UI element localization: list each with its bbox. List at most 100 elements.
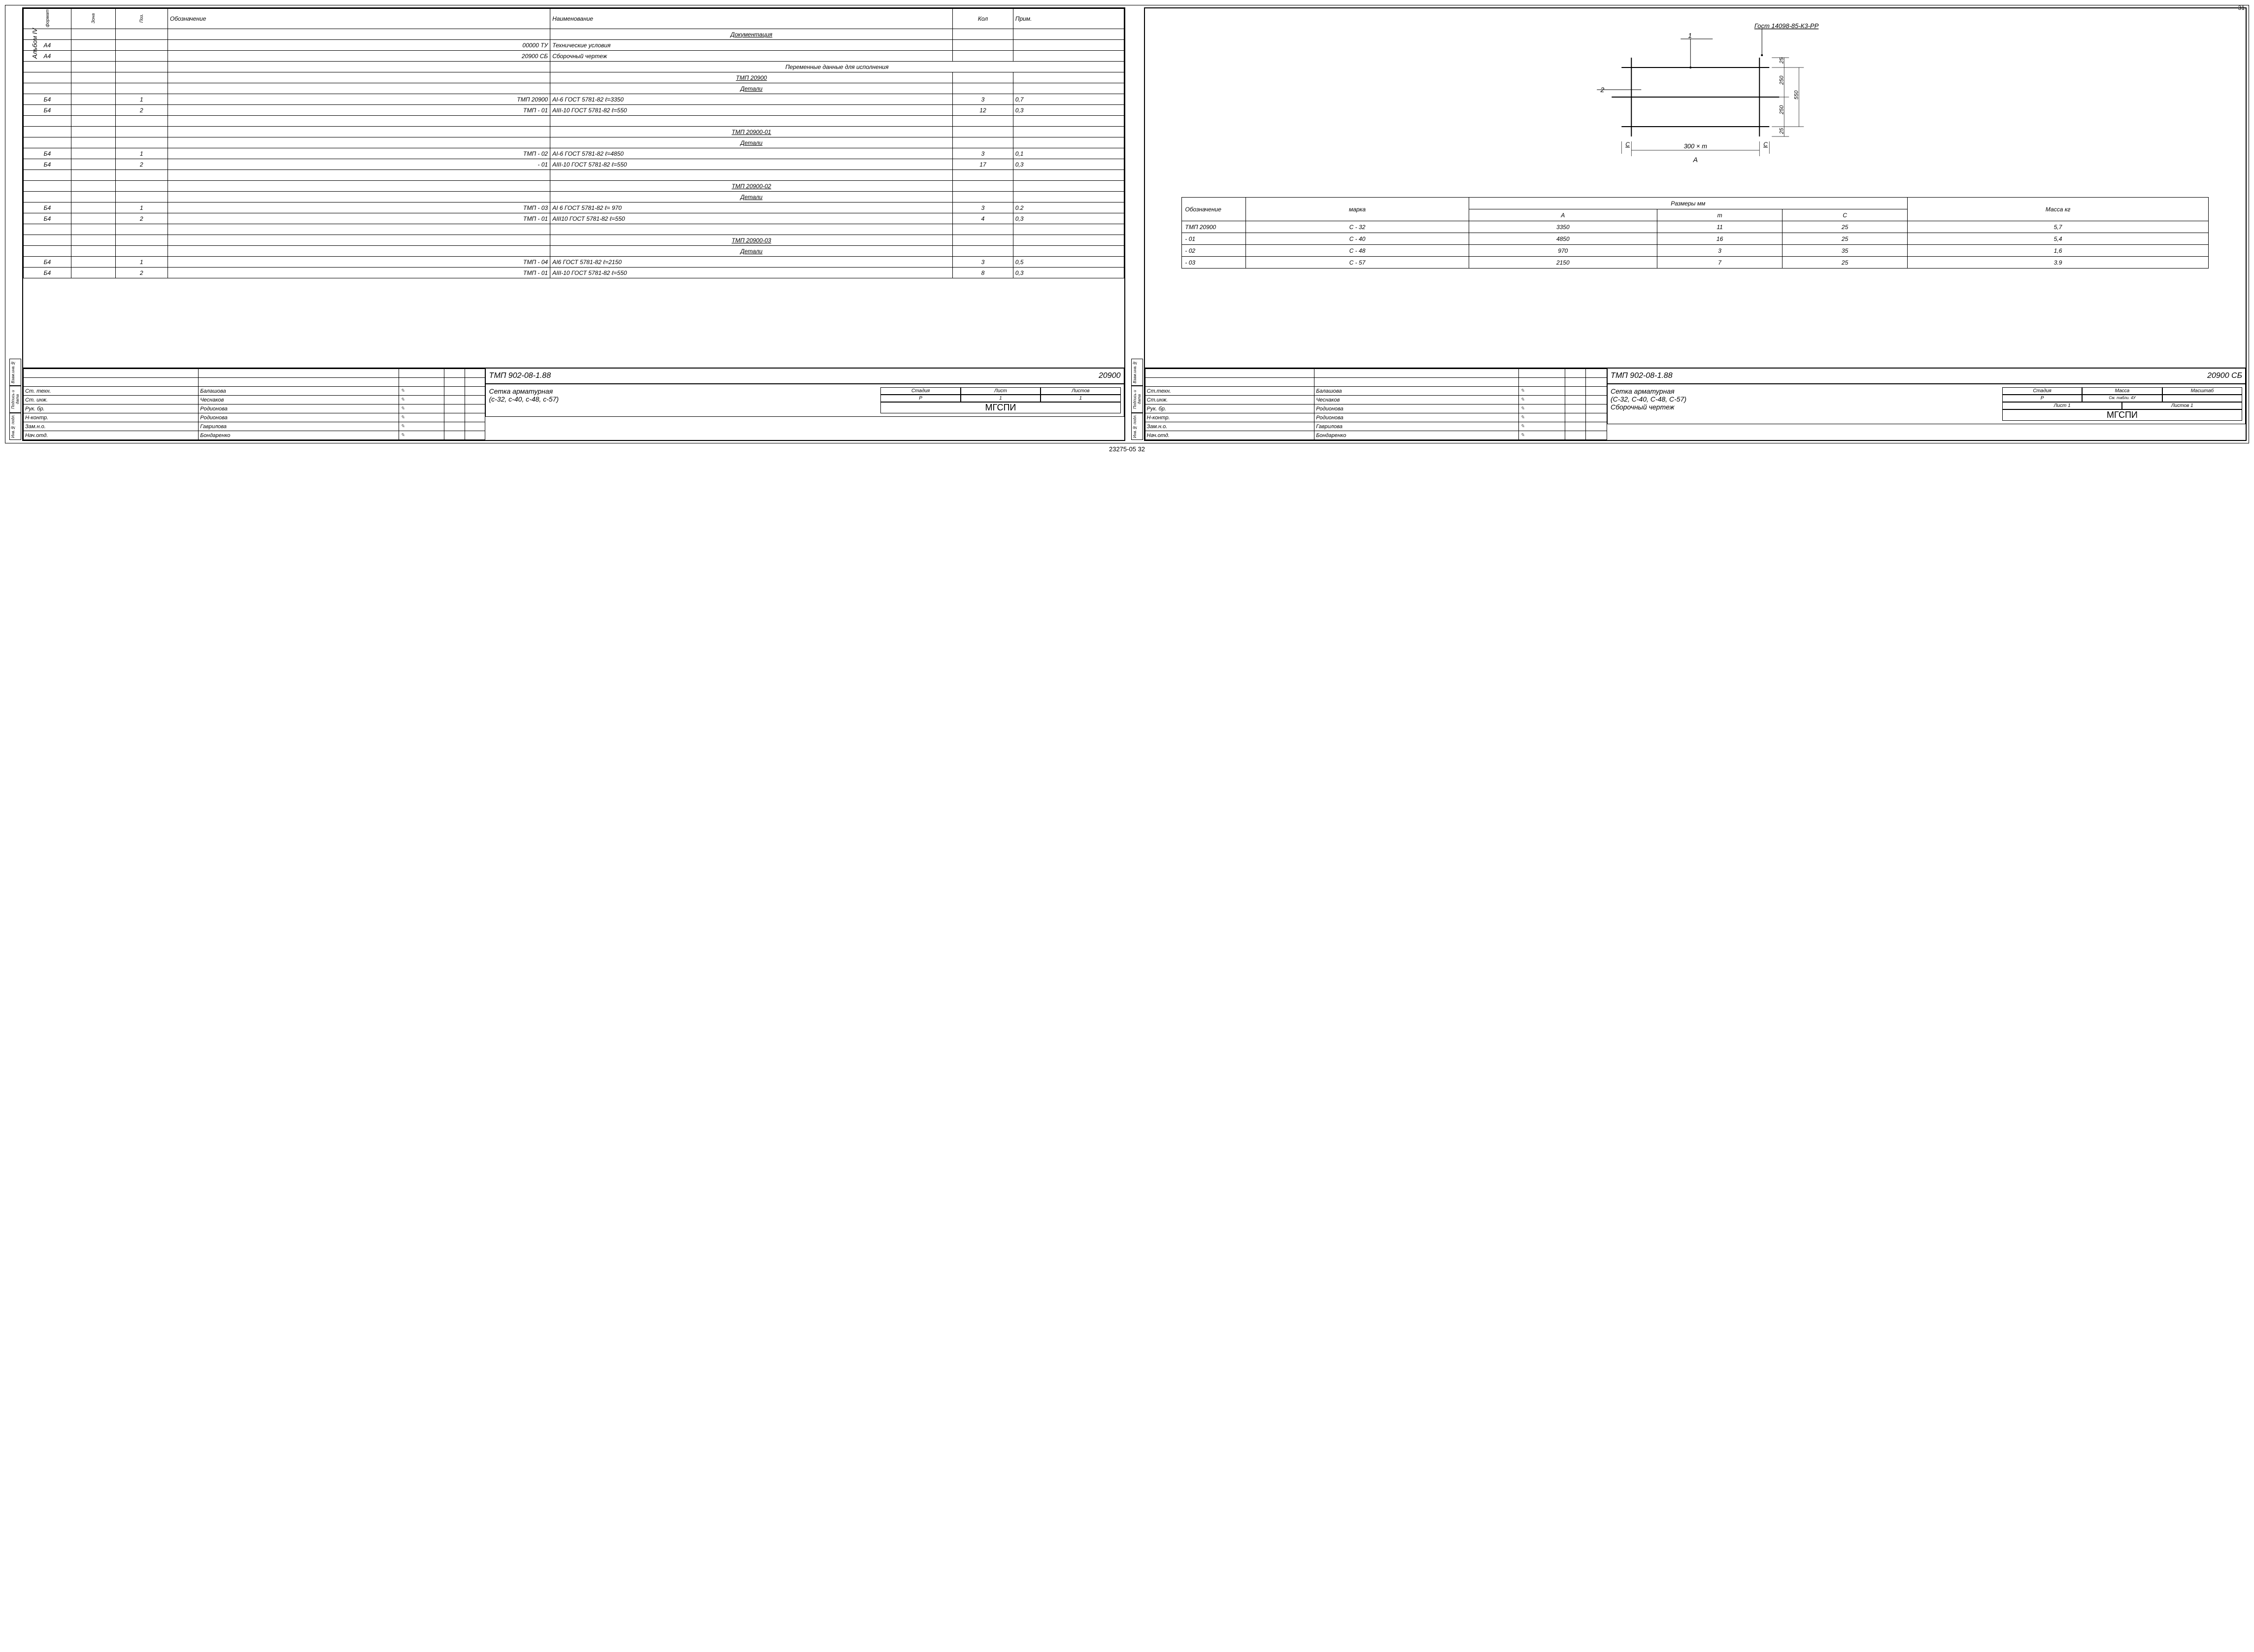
side-label-2: Подпись и дата — [9, 386, 21, 413]
signature-row: Зам.н.о.Гаврилова✎ — [1145, 422, 1607, 431]
dt-hdr-c: С — [1783, 209, 1908, 221]
signature-row: Н-контр.Родионова✎ — [24, 413, 485, 422]
org-r: МГСПИ — [2002, 409, 2242, 421]
doc-title-2r: (С-32, С-40, С-48, С-57) — [1611, 395, 2002, 403]
table-row: Документация — [24, 29, 1124, 40]
table-row: ТМП 20900 — [24, 72, 1124, 83]
dim-A-expr: 300 × m — [1683, 142, 1707, 150]
doc-title-3r: Сборочный чертеж — [1611, 403, 2002, 411]
table-row — [24, 224, 1124, 235]
stage-hdr: Стадия — [880, 387, 960, 395]
doc-code: 20900 — [1099, 371, 1121, 380]
mass-note-r: См. табли. 4У — [2082, 395, 2162, 402]
signature-row: Рук. бр.Родионова✎ — [1145, 405, 1607, 413]
hdr-zone: Зона — [71, 9, 115, 29]
signature-row: Зам.н.о.Гаврилова✎ — [24, 422, 485, 431]
doc-title-1r: Сетка арматурная — [1611, 387, 2002, 395]
hdr-name: Наименование — [550, 9, 953, 29]
table-row: ТМП 20900-01 — [24, 127, 1124, 137]
table-row: Переменные данные для исполнения — [24, 62, 1124, 72]
album-label: Альбом IV — [31, 28, 38, 59]
doc-title-1: Сетка арматурная — [489, 387, 880, 395]
doc-title-2: (с-32, с-40, с-48, с-57) — [489, 395, 880, 403]
table-row: Детали — [24, 137, 1124, 148]
dt-hdr-mass: Масса кг — [1908, 198, 2209, 221]
scale-hdr-r: Масштаб — [2162, 387, 2242, 395]
table-row: Детали — [24, 83, 1124, 94]
dim-25a: 25 — [1779, 57, 1784, 64]
table-row: Детали — [24, 192, 1124, 202]
dt-hdr-A: А — [1469, 209, 1657, 221]
table-row: ТМП 20900С - 32335011255,7 — [1182, 221, 2209, 233]
table-row: Б42ТМП - 01АIII-10 ГОСТ 5781-82 ℓ=550120… — [24, 105, 1124, 116]
side-label-3r: Взам.инв.№ — [1131, 359, 1143, 386]
table-row: ТМП 20900-02 — [24, 181, 1124, 192]
right-panel: Взам.инв.№ Подпись и дата Инв.№ подл. Го… — [1144, 7, 2247, 441]
sheet-label-r: Лист 1 — [2002, 402, 2122, 409]
sheet: 31 Альбом IV Взам.инв.№ Подпись и дата И… — [5, 5, 2249, 443]
table-row: ТМП 20900-03 — [24, 235, 1124, 246]
dt-hdr-dims: Размеры мм — [1469, 198, 1908, 209]
left-title-block: Ст. техн.Балашова✎Ст. инж.Чеснаков✎Рук. … — [23, 368, 1124, 440]
right-title-block: Ст.техн.Балашова✎Ст.инж.Чеснаков✎Рук. бр… — [1145, 368, 2246, 440]
table-row: - 01С - 40485016255,4 — [1182, 233, 2209, 245]
side-label-3: Взам.инв.№ — [9, 359, 21, 386]
footer: 23275-05 32 — [5, 445, 2249, 453]
signature-row: Ст. инж.Чеснаков✎ — [24, 396, 485, 405]
dt-hdr-mark: марка — [1246, 198, 1469, 221]
dim-250a: 250 — [1779, 75, 1784, 85]
side-label-2r: Подпись и дата — [1131, 386, 1143, 413]
table-row: Б41ТМП - 03АI 6 ГОСТ 5781-82 ℓ= 97030.2 — [24, 202, 1124, 213]
dimension-table: Обозначение марка Размеры мм Масса кг А … — [1181, 197, 2209, 269]
dim-A-label: А — [1692, 156, 1697, 164]
sheets: 1 — [1041, 395, 1120, 402]
signature-row: Ст.техн.Балашова✎ — [1145, 387, 1607, 396]
hdr-designation: Обозначение — [168, 9, 550, 29]
left-panel: Альбом IV Взам.инв.№ Подпись и дата Инв.… — [22, 7, 1125, 441]
hdr-pos: Поз. — [115, 9, 168, 29]
table-row: Детали — [24, 246, 1124, 257]
table-row: А420900 СБСборочный чертеж — [24, 51, 1124, 62]
mass-hdr-r: Масса — [2082, 387, 2162, 395]
hdr-qty: Кол — [953, 9, 1013, 29]
leader-1: 1 — [1688, 32, 1692, 39]
rebar-mesh-sketch: Гост 14098-85-К3-РР 1 2 — [1155, 18, 2236, 196]
dim-250b: 250 — [1779, 105, 1784, 115]
signature-row: Нач.отд.Бондаренко✎ — [1145, 431, 1607, 440]
table-row: Б41ТМП - 04АI6 ГОСТ 5781-82 ℓ=215030,5 — [24, 257, 1124, 268]
signature-row: Рук. бр.Родионова✎ — [24, 405, 485, 413]
dim-c-left: С — [1625, 141, 1630, 148]
sheets-label-r: Листов 1 — [2122, 402, 2242, 409]
doc-number: ТМП 902-08-1.88 — [489, 371, 551, 380]
table-row — [24, 170, 1124, 181]
table-row: Б41ТМП 20900АI-6 ГОСТ 5781-82 ℓ=335030,7 — [24, 94, 1124, 105]
gost-label: Гост 14098-85-К3-РР — [1754, 22, 1818, 30]
dim-25b: 25 — [1779, 128, 1784, 135]
table-row: Б42 - 01АIII-10 ГОСТ 5781-82 ℓ=550170,3 — [24, 159, 1124, 170]
bom-table: формат Зона Поз. Обозначение Наименовани… — [23, 8, 1124, 278]
sheets-hdr: Листов — [1041, 387, 1120, 395]
side-label-1r: Инв.№ подл. — [1131, 413, 1143, 440]
stage: Р — [880, 395, 960, 402]
doc-code-r: 20900 СБ — [2207, 371, 2242, 380]
signature-row: Н-контр.Родионова✎ — [1145, 413, 1607, 422]
table-row — [24, 116, 1124, 127]
dt-hdr-designation: Обозначение — [1182, 198, 1246, 221]
signature-row: Нач.отд.Бондаренко✎ — [24, 431, 485, 440]
table-row: - 03С - 5721507253.9 — [1182, 257, 2209, 269]
org: МГСПИ — [880, 402, 1120, 413]
table-row: Б41ТМП - 02АI-6 ГОСТ 5781-82 ℓ=485030,1 — [24, 148, 1124, 159]
table-row: А400000 ТУТехнические условия — [24, 40, 1124, 51]
sheet: 1 — [961, 395, 1041, 402]
doc-number-r: ТМП 902-08-1.88 — [1611, 371, 1673, 380]
dt-hdr-m: m — [1657, 209, 1783, 221]
table-row: - 02С - 489703351,6 — [1182, 245, 2209, 257]
drawing: Гост 14098-85-К3-РР 1 2 — [1145, 8, 2246, 368]
table-row: Б42ТМП - 01АIII-10 ГОСТ 5781-82 ℓ=55080,… — [24, 268, 1124, 278]
dim-550: 550 — [1793, 90, 1799, 100]
side-label-1: Инв.№ подл. — [9, 413, 21, 440]
stage-hdr-r: Стадия — [2002, 387, 2082, 395]
signature-row: Ст. техн.Балашова✎ — [24, 387, 485, 396]
sheet-hdr: Лист — [961, 387, 1041, 395]
hdr-format: формат — [24, 9, 71, 29]
